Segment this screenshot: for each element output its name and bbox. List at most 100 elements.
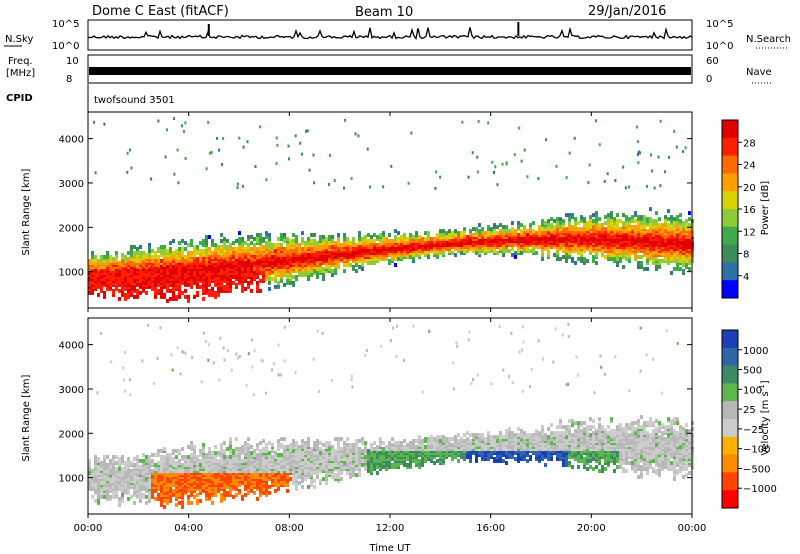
echo-cell bbox=[211, 286, 214, 291]
echo-cell bbox=[139, 498, 142, 503]
echo-cell bbox=[280, 273, 283, 277]
echo-cell bbox=[520, 223, 523, 228]
echo-cell bbox=[559, 257, 562, 261]
echo-cell bbox=[467, 175, 470, 179]
echo-cell bbox=[133, 500, 136, 505]
echo-cell bbox=[148, 259, 151, 263]
echo-cell bbox=[187, 294, 190, 299]
echo-cell bbox=[202, 253, 205, 257]
echo-cell bbox=[586, 259, 589, 263]
echo-cell bbox=[545, 138, 548, 142]
echo-cell bbox=[325, 237, 328, 241]
echo-cell bbox=[388, 259, 391, 263]
echo-cell bbox=[211, 459, 214, 463]
echo-cell bbox=[235, 481, 238, 485]
echo-cell bbox=[121, 259, 124, 263]
echo-cell bbox=[550, 217, 553, 222]
echo-cell bbox=[271, 455, 274, 459]
echo-cell bbox=[577, 227, 580, 232]
echo-cell bbox=[358, 265, 361, 269]
echo-cell bbox=[667, 217, 670, 222]
echo-cell bbox=[369, 185, 371, 189]
echo-cell bbox=[427, 255, 430, 259]
echo-cell bbox=[202, 463, 205, 467]
echo-cell bbox=[577, 257, 580, 261]
echo-cell bbox=[298, 271, 301, 275]
echo-cell bbox=[505, 225, 508, 230]
echo-cell bbox=[288, 157, 290, 161]
echo-cell bbox=[259, 449, 262, 453]
echo-cell bbox=[434, 186, 437, 190]
echo-cell bbox=[214, 445, 217, 449]
echo-cell bbox=[520, 229, 523, 234]
echo-cell bbox=[322, 235, 325, 239]
echo-cell bbox=[238, 447, 241, 451]
echo-cell bbox=[181, 504, 184, 509]
echo-cell bbox=[511, 253, 514, 257]
echo-cell bbox=[262, 277, 265, 281]
echo-cell bbox=[289, 477, 292, 481]
echo-cell bbox=[295, 484, 298, 489]
echo-cell bbox=[559, 217, 562, 222]
echo-cell bbox=[193, 494, 196, 499]
echo-cell bbox=[235, 486, 238, 491]
echo-cell bbox=[253, 237, 256, 241]
echo-cell bbox=[547, 223, 550, 228]
y-tick-label: 4000 bbox=[59, 135, 84, 146]
colorbar-tick-label: 8 bbox=[743, 250, 749, 261]
echo-cell bbox=[424, 231, 427, 236]
echo-cell bbox=[187, 494, 190, 499]
echo-cell bbox=[463, 231, 466, 236]
echo-cell bbox=[334, 271, 337, 275]
echo-cell bbox=[154, 496, 157, 501]
echo-cell bbox=[676, 265, 679, 269]
echo-cell bbox=[355, 263, 358, 267]
echo-cell bbox=[472, 233, 475, 237]
echo-cell bbox=[277, 284, 280, 289]
echo-cell bbox=[586, 221, 589, 226]
echo-cell bbox=[232, 449, 235, 453]
echo-cell bbox=[505, 249, 508, 253]
echo-cell bbox=[166, 298, 169, 303]
echo-cell bbox=[382, 241, 385, 245]
echo-cell bbox=[637, 152, 639, 156]
echo-cell bbox=[286, 445, 289, 449]
echo-cell bbox=[283, 455, 286, 459]
echo-cell bbox=[244, 445, 247, 449]
echo-cell bbox=[220, 286, 223, 291]
echo-cell bbox=[430, 237, 433, 241]
echo-cell bbox=[229, 278, 232, 283]
echo-cell bbox=[235, 451, 238, 455]
echo-cell bbox=[664, 170, 666, 174]
echo-cell bbox=[283, 437, 286, 442]
echo-cell bbox=[250, 484, 253, 489]
echo-cell bbox=[460, 251, 463, 255]
echo-cell bbox=[112, 463, 115, 467]
echo-cell bbox=[655, 219, 658, 224]
echo-cell bbox=[337, 237, 340, 241]
echo-cell bbox=[151, 494, 154, 499]
echo-cell bbox=[196, 257, 199, 261]
nave-label: Nave bbox=[746, 67, 772, 78]
echo-cell bbox=[223, 484, 226, 489]
echo-cell bbox=[181, 463, 184, 467]
echo-cell bbox=[220, 239, 223, 243]
echo-cell bbox=[247, 443, 250, 447]
echo-cell bbox=[103, 494, 106, 499]
echo-cell bbox=[184, 294, 187, 299]
echo-cell bbox=[373, 261, 376, 265]
echo-cell bbox=[139, 251, 142, 255]
echo-cell bbox=[556, 257, 559, 261]
echo-cell bbox=[676, 215, 679, 220]
colorbar-segment bbox=[722, 244, 738, 263]
echo-cell bbox=[277, 280, 280, 285]
echo-cell bbox=[637, 261, 640, 265]
echo-cell bbox=[208, 247, 211, 251]
echo-cell bbox=[292, 280, 295, 285]
echo-cell bbox=[394, 229, 397, 234]
echo-cell bbox=[178, 492, 181, 497]
echo-cell bbox=[271, 243, 274, 247]
echo-cell bbox=[313, 233, 316, 237]
echo-cell bbox=[262, 439, 265, 443]
echo-cell bbox=[307, 451, 310, 455]
